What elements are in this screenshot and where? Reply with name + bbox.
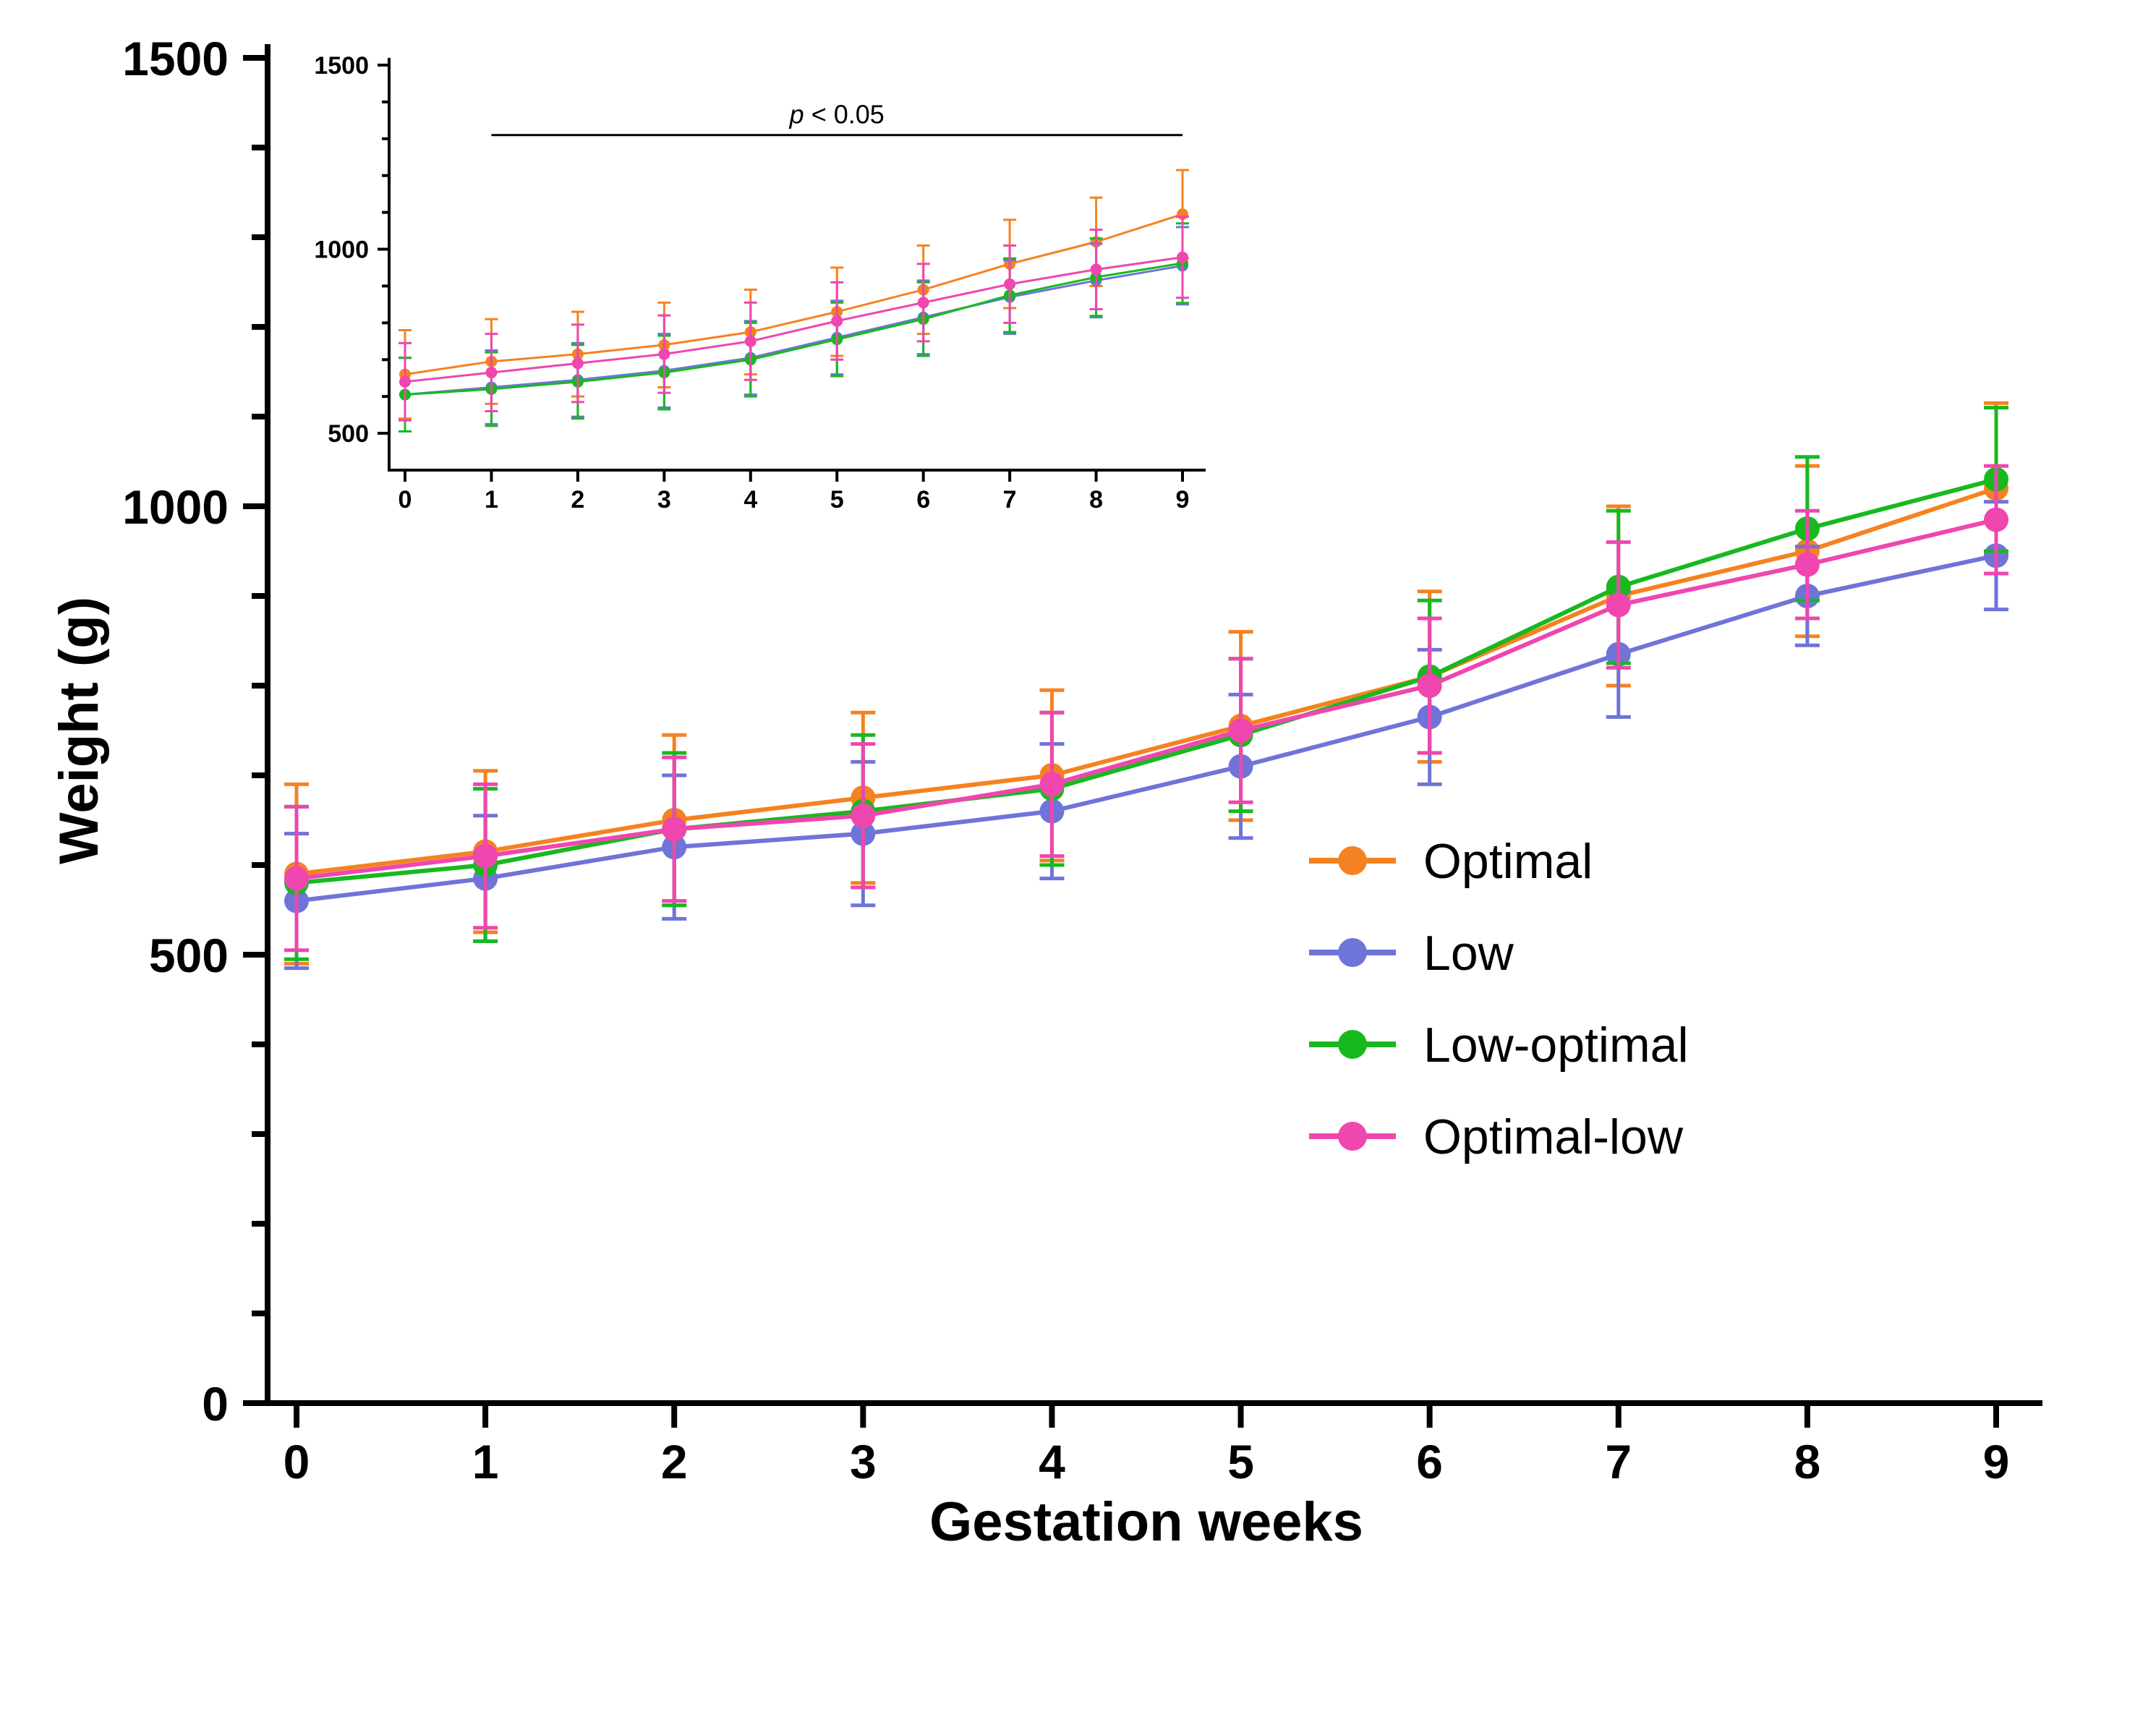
inset-y-tick-label: 1000 [314, 237, 369, 264]
y-axis-title: Weight (g) [48, 597, 110, 864]
series-marker [1177, 252, 1188, 263]
series-line [405, 263, 1183, 395]
y-tick-label: 0 [202, 1377, 229, 1431]
series-line [297, 520, 1996, 879]
legend-item: Optimal [1309, 834, 1593, 889]
inset-x-tick-label: 0 [399, 486, 412, 514]
x-tick-label: 2 [661, 1435, 688, 1488]
series-marker [1984, 508, 2008, 532]
series-marker [658, 349, 670, 360]
y-tick-label: 500 [149, 929, 229, 982]
legend-item: Low [1309, 926, 1514, 981]
chart-container: 0123456789050010001500Gestation weeksWei… [0, 0, 2156, 1717]
legend-marker [1338, 1030, 1367, 1059]
series-marker [284, 866, 309, 891]
y-tick-label: 1000 [122, 480, 229, 534]
series-marker [399, 376, 411, 388]
inset-x-tick-label: 1 [485, 486, 498, 514]
x-tick-label: 4 [1039, 1435, 1065, 1488]
x-axis-title: Gestation weeks [929, 1491, 1363, 1553]
legend-marker [1338, 1122, 1367, 1151]
inset-x-tick-label: 4 [743, 486, 757, 514]
x-tick-label: 0 [284, 1435, 310, 1488]
chart-svg: 0123456789050010001500Gestation weeksWei… [0, 0, 2156, 1717]
inset-x-tick-label: 7 [1003, 486, 1017, 514]
series-marker [918, 297, 929, 308]
series-marker [473, 844, 498, 869]
legend-label: Low-optimal [1423, 1018, 1689, 1073]
series-marker [745, 336, 757, 347]
series-line [297, 555, 1996, 900]
inset-p-value: p < 0.05 [789, 100, 885, 129]
series-marker [485, 367, 497, 378]
legend-label: Optimal [1423, 834, 1593, 889]
series-marker [1229, 718, 1253, 743]
series-marker [1795, 553, 1820, 577]
inset-x-tick-label: 9 [1176, 486, 1190, 514]
inset-x-tick-label: 3 [657, 486, 671, 514]
x-tick-label: 7 [1605, 1435, 1632, 1488]
x-tick-label: 9 [1983, 1435, 2010, 1488]
inset-x-tick-label: 2 [571, 486, 584, 514]
x-tick-label: 1 [472, 1435, 499, 1488]
series-marker [831, 315, 843, 327]
inset-y-tick-label: 500 [328, 420, 369, 448]
inset-chart: 0 1 2 3 4 5 6 7 8 9 500 1000 1500 p < 0.05 [314, 52, 1204, 514]
legend-marker [1338, 938, 1367, 967]
legend-marker [1338, 846, 1367, 875]
inset-x-tick-label: 8 [1089, 486, 1103, 514]
x-tick-label: 5 [1227, 1435, 1254, 1488]
series-marker [1004, 278, 1015, 290]
y-tick-label: 1500 [122, 32, 229, 85]
series-line [405, 257, 1183, 382]
series-line [297, 480, 1996, 883]
series-marker [851, 804, 875, 828]
series-marker [1039, 772, 1064, 796]
series-marker [1091, 264, 1102, 276]
x-tick-label: 6 [1416, 1435, 1443, 1488]
legend-item: Optimal-low [1309, 1109, 1684, 1164]
series-marker [662, 817, 686, 841]
series-line [297, 488, 1996, 874]
legend-item: Low-optimal [1309, 1018, 1689, 1073]
series-marker [1606, 592, 1631, 617]
x-tick-label: 3 [850, 1435, 877, 1488]
main-series-group [284, 403, 2008, 968]
inset-x-tick-label: 6 [916, 486, 930, 514]
legend-label: Low [1423, 926, 1514, 981]
inset-x-tick-label: 5 [830, 486, 844, 514]
x-tick-label: 8 [1794, 1435, 1821, 1488]
inset-y-tick-label: 1500 [314, 52, 369, 80]
legend-label: Optimal-low [1423, 1109, 1684, 1164]
series-marker [1418, 673, 1442, 698]
series-marker [572, 357, 584, 369]
